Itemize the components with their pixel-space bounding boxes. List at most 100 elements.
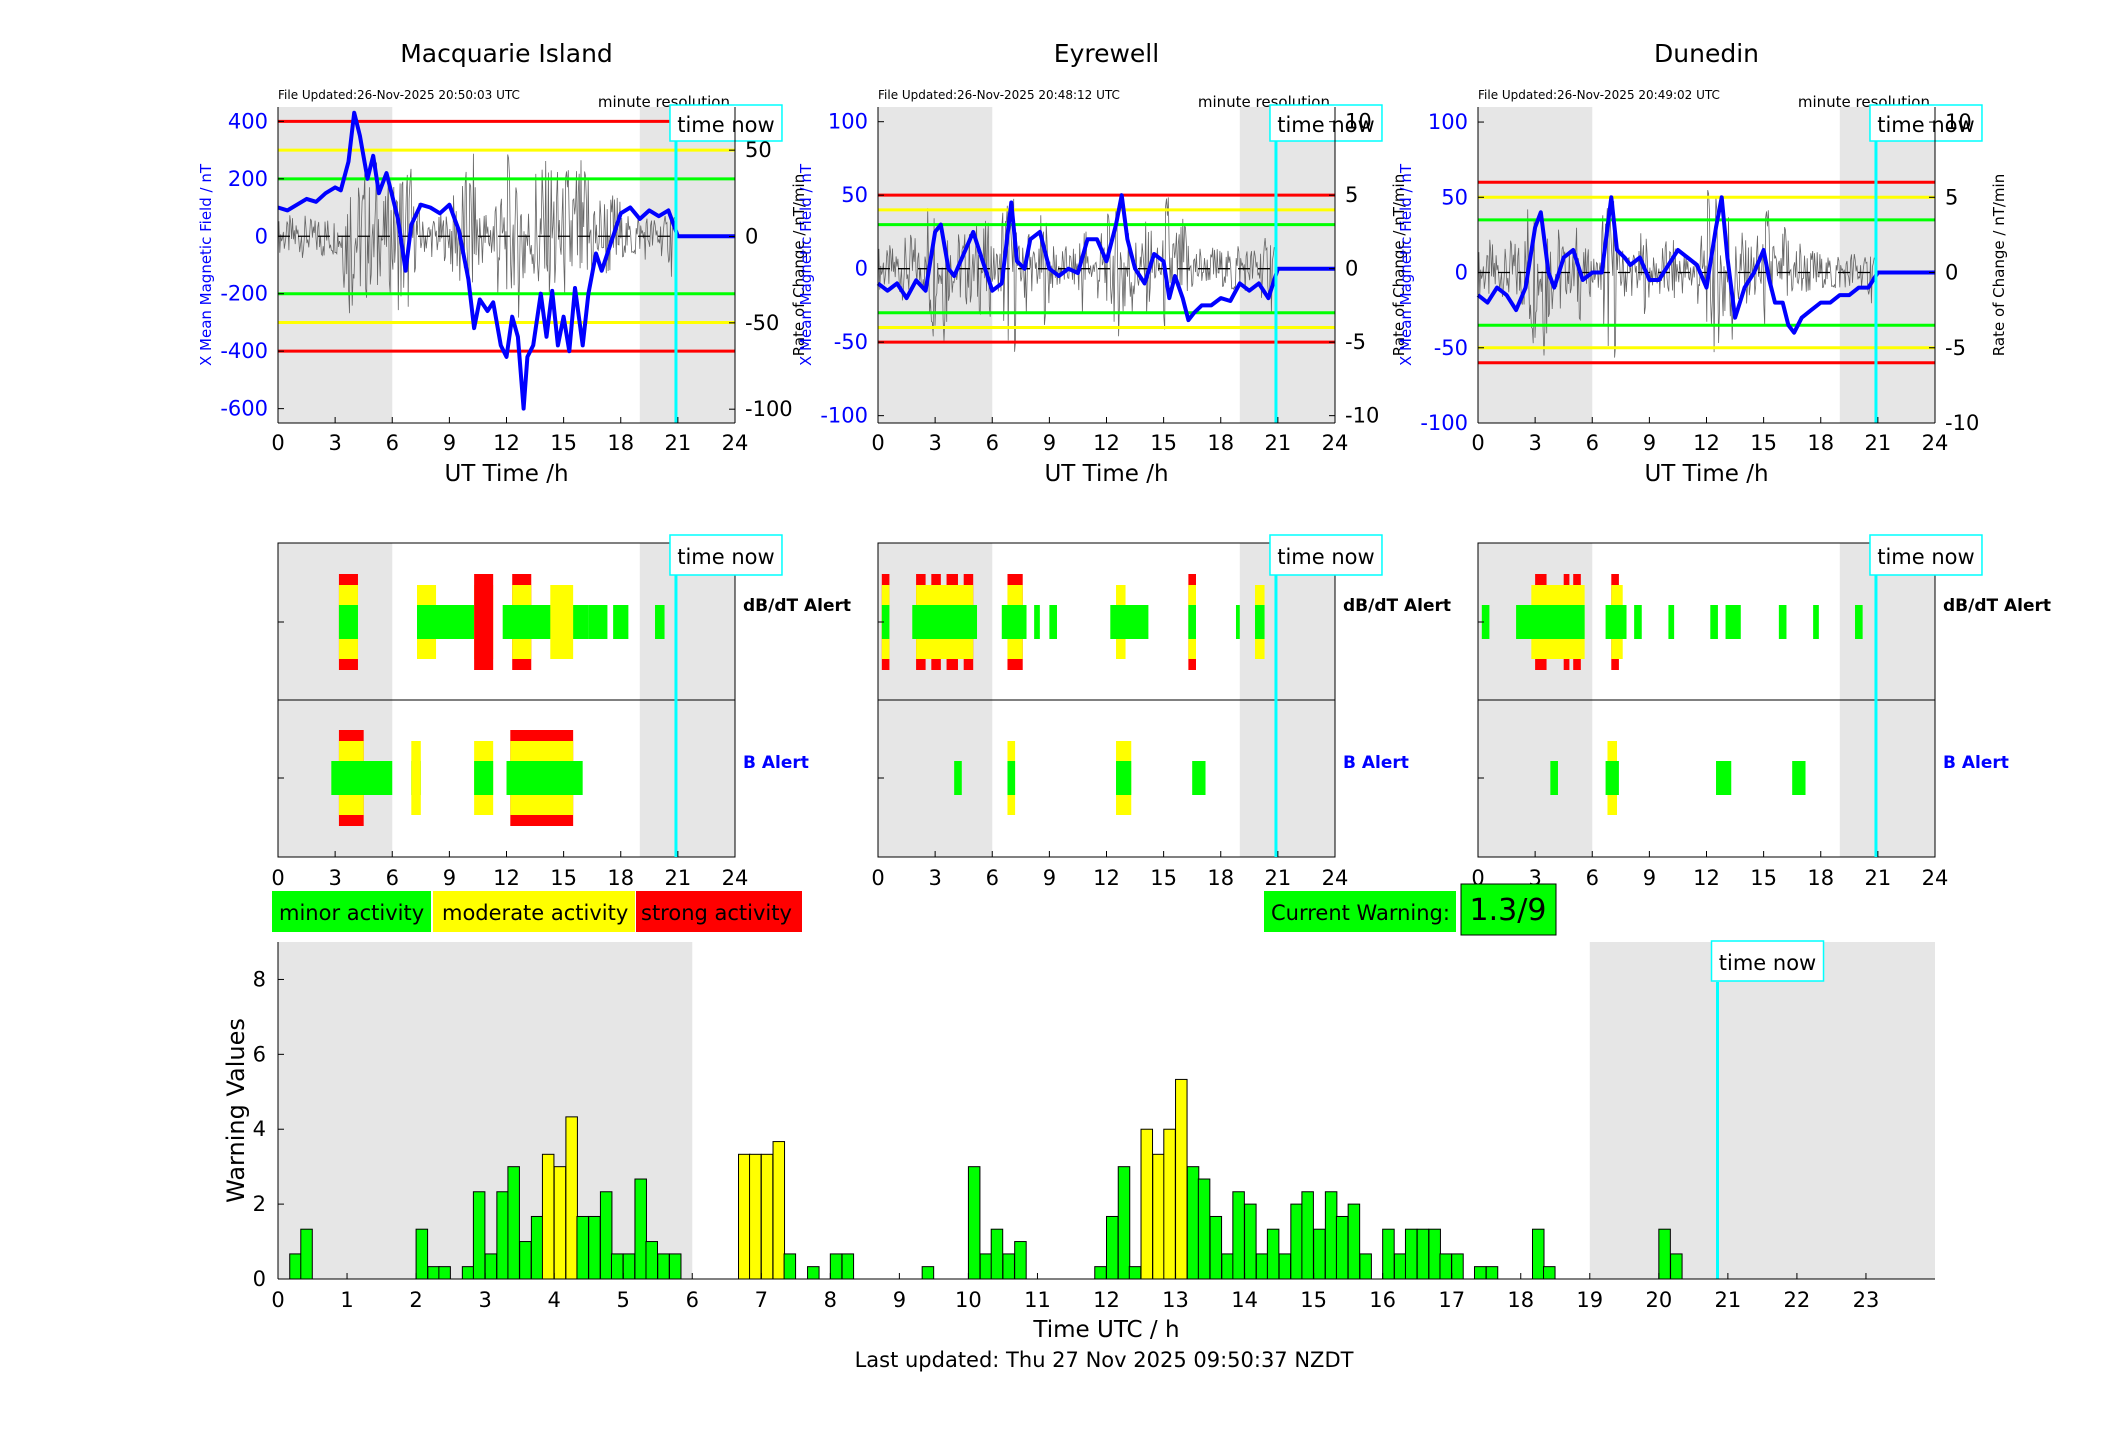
b-alert-block (1605, 761, 1619, 795)
warning-bar (1428, 1228, 1441, 1280)
x-tick-label: 12 (1093, 866, 1120, 890)
y-tick-label: 50 (841, 183, 868, 207)
station-title: Dunedin (1654, 39, 1759, 68)
x-tick-label: 2 (409, 1288, 422, 1312)
y2-tick-label: 0 (1945, 261, 1958, 285)
y-axis-label: X Mean Magnetic Field / nT (1397, 163, 1415, 366)
dbdt-alert-label: dB/dT Alert (743, 596, 851, 616)
y-tick-label: -50 (1434, 336, 1468, 360)
x-tick-label: 8 (824, 1288, 837, 1312)
rate-of-change-line (877, 197, 1277, 352)
y-axis-label: X Mean Magnetic Field / nT (797, 163, 815, 366)
x-tick-label: 9 (1043, 431, 1056, 455)
y2-tick-label: -5 (1345, 330, 1366, 354)
x-tick-label: 15 (1150, 866, 1177, 890)
x-tick-label: 22 (1784, 1288, 1811, 1312)
x-tick-label: 0 (271, 431, 284, 455)
x-tick-label: 6 (386, 431, 399, 455)
legend-minor-swatch (272, 891, 431, 932)
dbdt-alert-block (613, 605, 629, 639)
y-tick-label: 2 (253, 1192, 266, 1216)
x-tick-label: 21 (1265, 431, 1292, 455)
warning-bar (1359, 1253, 1372, 1280)
x-tick-label: 3 (328, 866, 341, 890)
x-tick-label: 6 (986, 431, 999, 455)
dbdt-alert-block (1188, 605, 1196, 639)
station-title: Macquarie Island (400, 39, 613, 68)
x-tick-label: 0 (271, 866, 284, 890)
time-now-label: time now (1719, 951, 1816, 975)
warning-bar (1140, 1128, 1154, 1280)
station-panel: Macquarie Island File Updated:26-Nov-2025… (197, 39, 808, 487)
warning-bar (841, 1253, 855, 1280)
y-tick-label: -400 (220, 339, 268, 363)
b-alert-block (506, 761, 583, 795)
warning-bar (967, 1166, 981, 1280)
alert-panels: dB/dT Alert B Alert time now 0 3 6 9 12 15 18 21 24… (271, 534, 2051, 890)
dbdt-alert-block (881, 605, 890, 639)
x-tick-label: 0 (871, 866, 884, 890)
alert-panel: dB/dT Alert B Alert time now 0 3 6 9 12 15 18 21 24 (271, 534, 851, 890)
x-tick-label: 21 (665, 431, 692, 455)
warning-bar (1531, 1228, 1545, 1280)
warning-bar (1670, 1253, 1683, 1280)
current-warning-value-box (1460, 883, 1557, 936)
warning-bar (438, 1266, 451, 1280)
x-axis-label: Time UTC / h (1032, 1317, 1179, 1343)
warning-bar (1543, 1266, 1556, 1280)
y-tick-label: -200 (220, 282, 268, 306)
x-tick-label: 9 (443, 431, 456, 455)
x-tick-label: 9 (1643, 431, 1656, 455)
warning-bar (565, 1116, 578, 1280)
y2-tick-label: 0 (745, 225, 758, 249)
x-tick-label: 0 (871, 431, 884, 455)
x-tick-label: 6 (386, 866, 399, 890)
x-tick-label: 21 (665, 866, 692, 890)
dbdt-alert-block (1034, 605, 1040, 639)
x-tick-label: 9 (1643, 866, 1656, 890)
y2-axis-label: Rate of Change / nT/min (1990, 174, 2008, 356)
x-tick-label: 1 (340, 1288, 353, 1312)
dbdt-alert-block (417, 605, 475, 639)
dbdt-alert-block (1855, 605, 1863, 639)
activity-legend: minor activity moderate activity strong … (272, 891, 802, 932)
y2-tick-label: 5 (1945, 185, 1958, 209)
x-tick-label: 24 (1322, 431, 1349, 455)
time-now-box (669, 104, 783, 142)
warning-bar (622, 1253, 636, 1280)
y-axis-label: Warning Values (222, 1018, 250, 1203)
x-tick-label: 24 (1922, 431, 1949, 455)
y-axis-label: X Mean Magnetic Field / nT (197, 163, 215, 366)
x-tick-label: 15 (1150, 431, 1177, 455)
warning-bar (496, 1191, 509, 1280)
x-tick-label: 7 (755, 1288, 768, 1312)
warning-bar (588, 1215, 601, 1280)
x-tick-label: 9 (893, 1288, 906, 1312)
y2-tick-label: 0 (1345, 257, 1358, 281)
x-tick-label: 15 (550, 431, 577, 455)
shaded-period (1839, 107, 1935, 423)
dbdt-alert-block (338, 605, 358, 639)
shaded-period (278, 107, 393, 423)
x-tick-label: 17 (1438, 1288, 1465, 1312)
dbdt-alert-block (1634, 605, 1642, 639)
station-title: Eyrewell (1054, 39, 1159, 68)
station-panel: Dunedin File Updated:26-Nov-2025 20:49:02… (1397, 39, 2008, 487)
warning-bar (484, 1253, 498, 1280)
dbdt-alert-block (912, 605, 978, 639)
warning-bar (1002, 1253, 1015, 1280)
x-tick-label: 21 (1865, 866, 1892, 890)
y2-tick-label: -10 (1345, 404, 1379, 428)
x-tick-label: 6 (986, 866, 999, 890)
b-alert-block (331, 761, 393, 795)
y-tick-label: -100 (1420, 411, 1468, 435)
y-tick-label: 100 (1428, 110, 1468, 134)
y-tick-label: 400 (228, 109, 268, 133)
y2-tick-label: -100 (745, 397, 793, 421)
warning-bar (645, 1241, 659, 1280)
warning-bar (1255, 1253, 1269, 1280)
shaded-period (878, 107, 993, 423)
dbdt-alert-block (1516, 605, 1585, 639)
x-tick-label: 15 (1750, 866, 1777, 890)
dbdt-alert-label: dB/dT Alert (1943, 596, 2051, 616)
